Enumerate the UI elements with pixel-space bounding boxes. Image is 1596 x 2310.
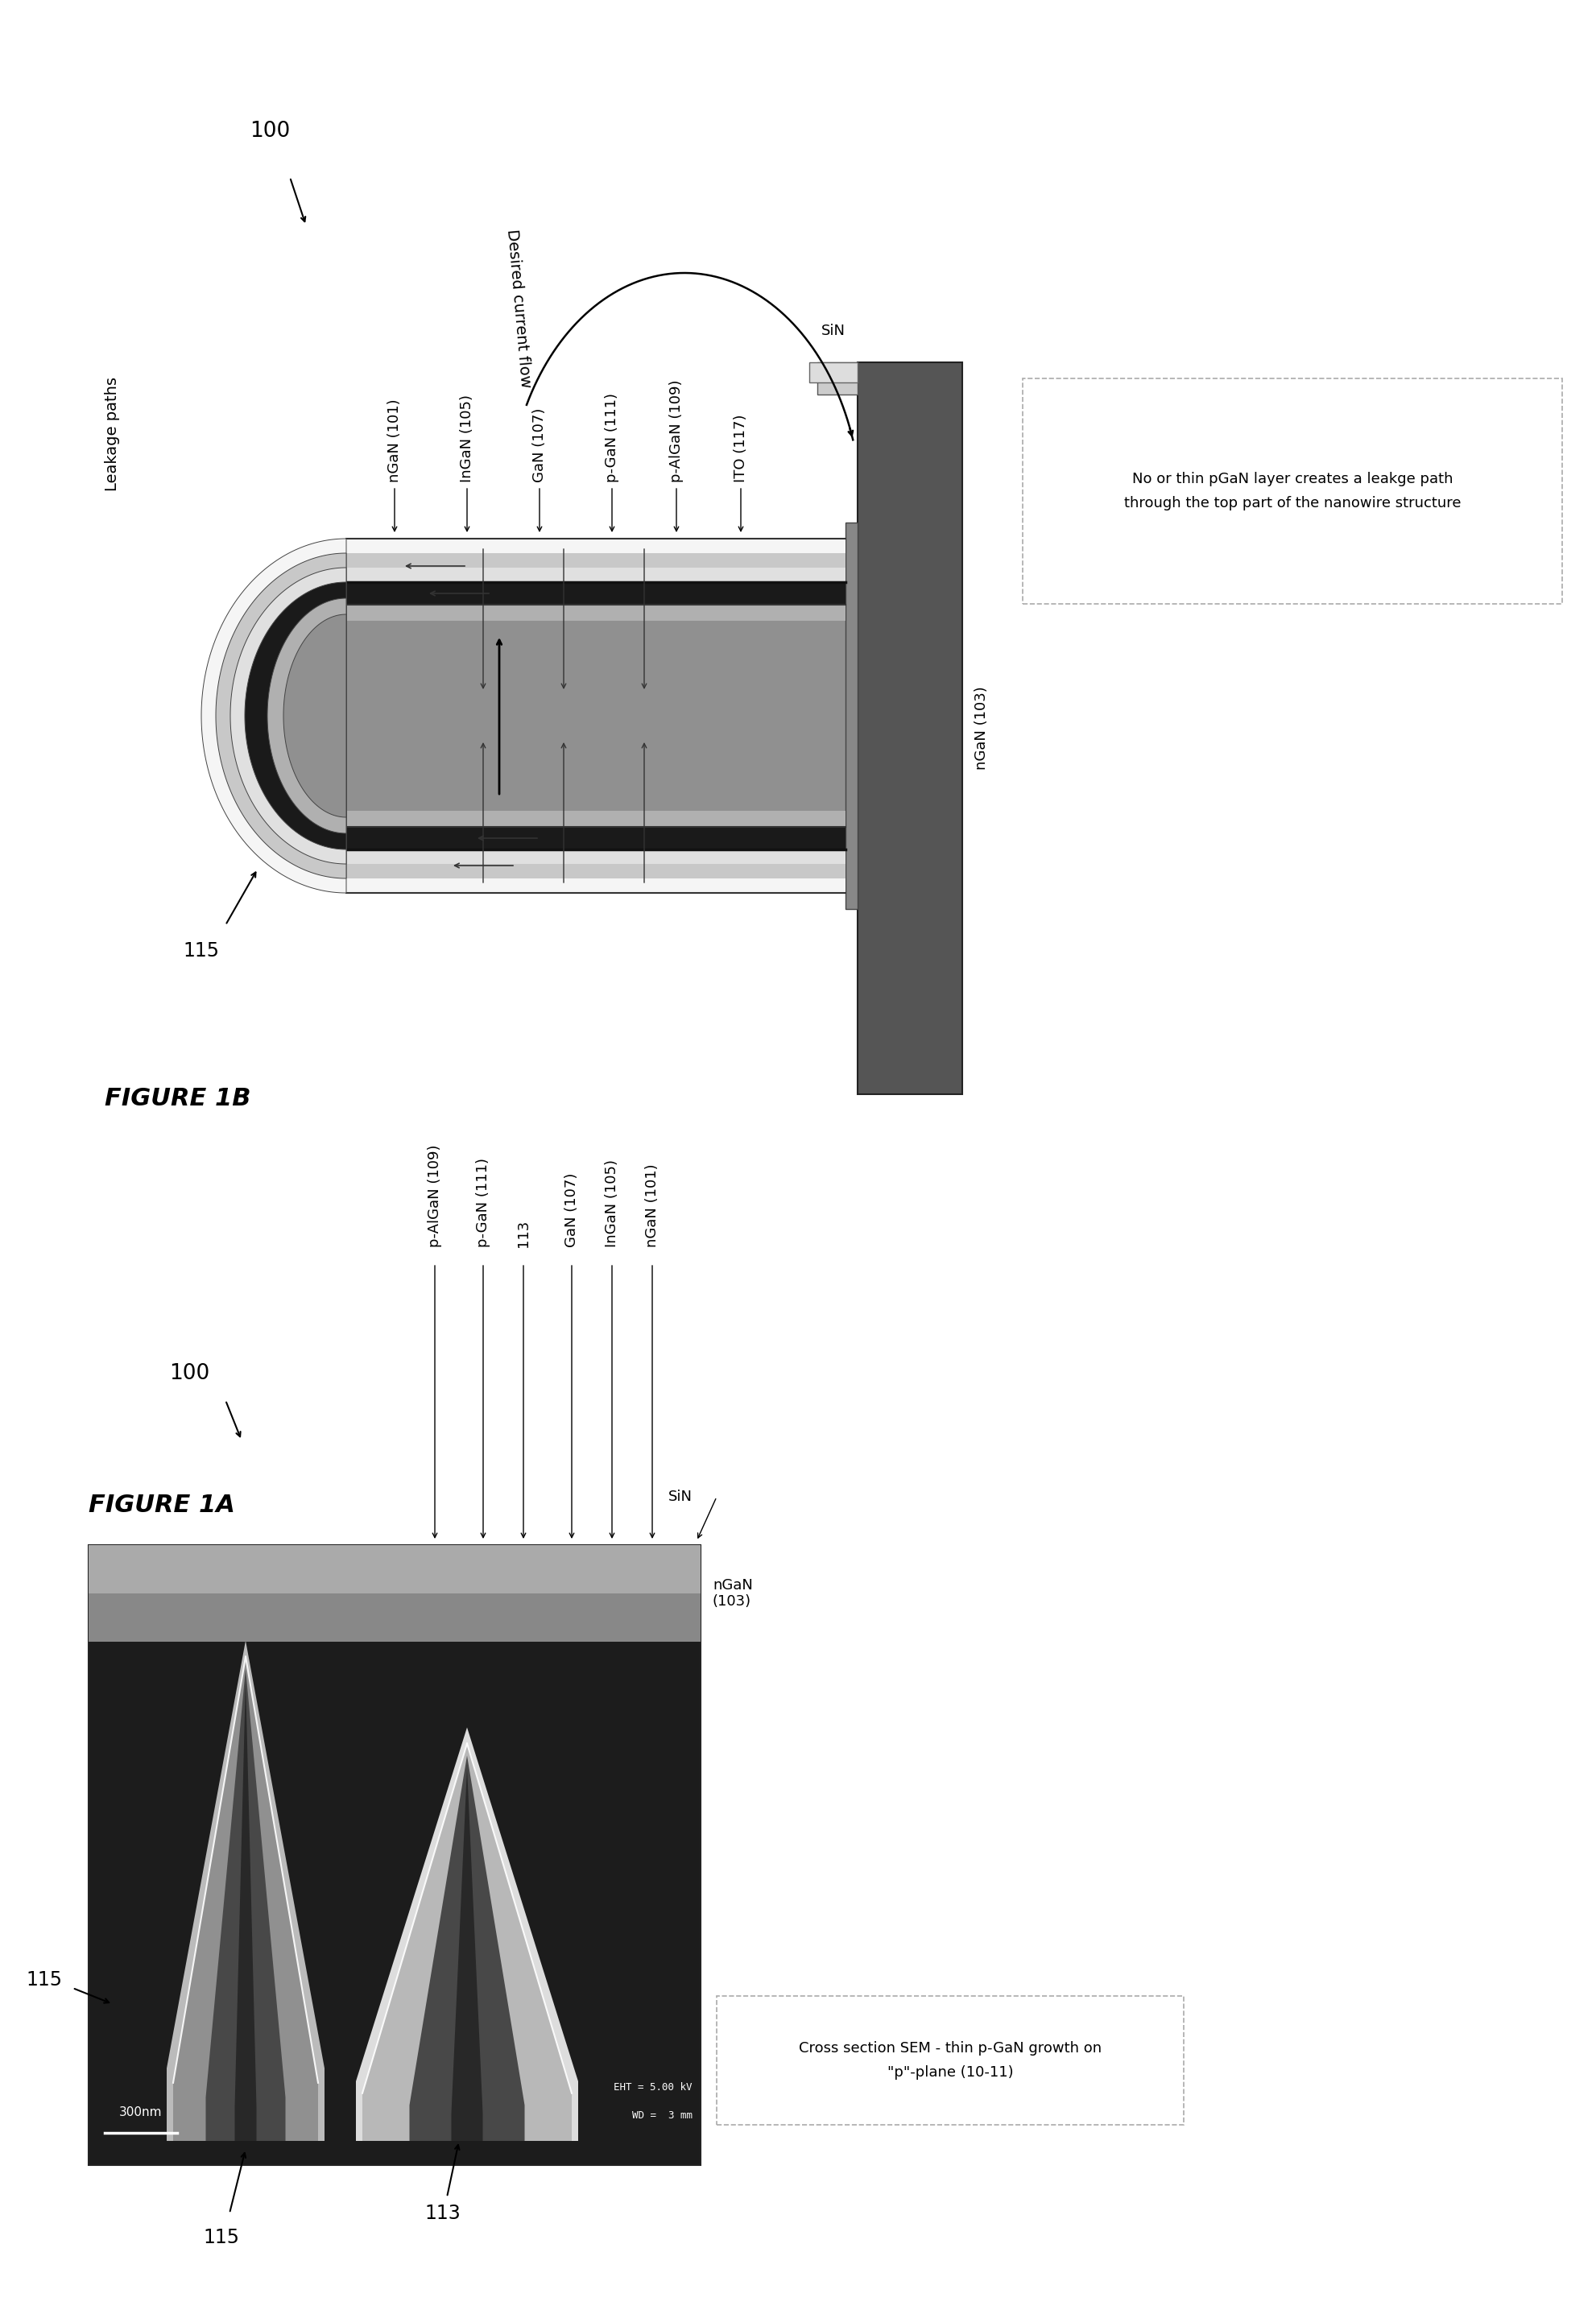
Bar [346, 878, 846, 894]
Bar [346, 582, 846, 605]
Text: p-GaN (111): p-GaN (111) [605, 393, 619, 483]
Bar [346, 864, 846, 878]
Text: Desired current flow: Desired current flow [504, 229, 533, 388]
Polygon shape [201, 538, 346, 894]
Polygon shape [356, 1728, 578, 2141]
Polygon shape [452, 1767, 482, 2141]
Text: 100: 100 [169, 1363, 209, 1384]
Text: 115: 115 [26, 1970, 62, 1989]
Bar [88, 1545, 701, 2164]
Bar [846, 522, 857, 910]
Text: nGaN (103): nGaN (103) [974, 686, 988, 769]
Bar [346, 811, 846, 827]
Text: ITO (117): ITO (117) [733, 413, 747, 483]
Text: nGaN (101): nGaN (101) [388, 400, 402, 483]
Text: 115: 115 [203, 2227, 239, 2248]
Bar [817, 363, 857, 395]
Text: nGaN (101): nGaN (101) [645, 1164, 659, 1247]
Polygon shape [284, 614, 346, 818]
Text: 113: 113 [425, 2204, 461, 2222]
Bar [346, 605, 846, 621]
Bar [88, 1545, 701, 1594]
Text: InGaN (105): InGaN (105) [460, 395, 474, 483]
Bar [1021, 379, 1561, 603]
Polygon shape [235, 1682, 257, 2141]
Bar [346, 827, 846, 850]
Text: p-AlGaN (109): p-AlGaN (109) [428, 1143, 442, 1247]
Polygon shape [206, 1668, 286, 2141]
Text: p-GaN (111): p-GaN (111) [476, 1157, 490, 1247]
Bar [346, 538, 846, 894]
Polygon shape [362, 1744, 571, 2141]
Bar [346, 568, 846, 582]
Text: Cross section SEM - thin p-GaN growth on
"p"-plane (10-11): Cross section SEM - thin p-GaN growth on… [798, 2042, 1101, 2079]
Text: GaN (107): GaN (107) [565, 1173, 579, 1247]
Text: SiN: SiN [820, 323, 846, 337]
Text: 300nm: 300nm [120, 2107, 163, 2118]
Bar [809, 363, 857, 383]
Text: nGaN
(103): nGaN (103) [712, 1578, 752, 1610]
Text: No or thin pGaN layer creates a leakge path
through the top part of the nanowire: No or thin pGaN layer creates a leakge p… [1124, 471, 1460, 511]
Bar [346, 538, 846, 552]
Text: SiN: SiN [669, 1490, 693, 1504]
Bar [88, 1545, 701, 1642]
Bar [857, 363, 962, 1095]
Text: Leakage paths: Leakage paths [105, 377, 120, 492]
Text: 115: 115 [184, 940, 219, 961]
Polygon shape [215, 552, 346, 878]
Polygon shape [172, 1656, 318, 2141]
Text: 100: 100 [249, 120, 290, 141]
Text: FIGURE 1B: FIGURE 1B [105, 1088, 251, 1111]
Bar [346, 850, 846, 864]
Bar [717, 1996, 1183, 2125]
Polygon shape [166, 1640, 324, 2141]
Polygon shape [267, 598, 346, 834]
Polygon shape [409, 1756, 525, 2141]
Text: WD =  3 mm: WD = 3 mm [632, 2111, 693, 2121]
Text: InGaN (105): InGaN (105) [605, 1160, 619, 1247]
Text: FIGURE 1A: FIGURE 1A [88, 1495, 235, 1518]
Text: GaN (107): GaN (107) [531, 409, 546, 483]
Text: EHT = 5.00 kV: EHT = 5.00 kV [614, 2081, 693, 2093]
Text: p-AlGaN (109): p-AlGaN (109) [669, 379, 683, 483]
Polygon shape [230, 568, 346, 864]
Bar [346, 552, 846, 568]
Text: 113: 113 [516, 1220, 530, 1247]
Polygon shape [244, 582, 346, 850]
